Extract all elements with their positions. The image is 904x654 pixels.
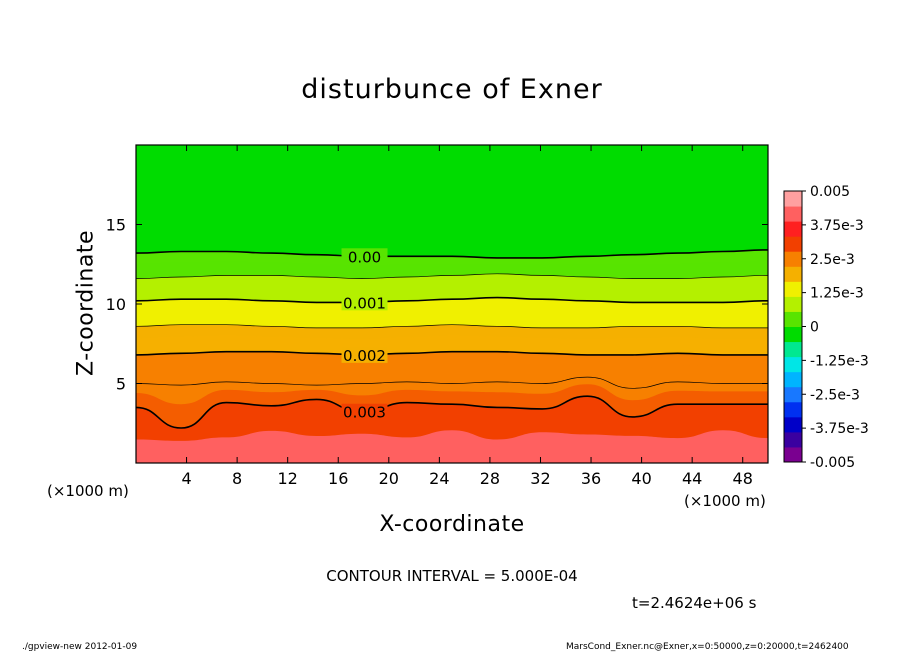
colorbar-tick-label: -2.5e-3 bbox=[810, 387, 860, 403]
colorbar-tick-label: 0.005 bbox=[810, 184, 850, 200]
x-tick-label: 28 bbox=[480, 469, 500, 488]
colorbar-segment bbox=[784, 341, 802, 358]
x-tick-label: 8 bbox=[232, 469, 242, 488]
y-unit-label: (×1000 m) bbox=[47, 482, 129, 500]
colorbar-segment bbox=[784, 206, 802, 222]
colorbar-segment bbox=[784, 236, 802, 252]
colorbar-tick-label: 2.5e-3 bbox=[810, 252, 855, 268]
colorbar-tick-label: 3.75e-3 bbox=[810, 218, 864, 234]
x-unit-label: (×1000 m) bbox=[684, 492, 766, 510]
contour-label: 0.002 bbox=[343, 347, 386, 365]
contour-label-bg bbox=[341, 403, 388, 420]
y-axis-label: Z-coordinate bbox=[73, 230, 99, 376]
colorbar-segment bbox=[784, 311, 802, 327]
contour-line bbox=[136, 395, 768, 429]
contour-lines bbox=[136, 249, 768, 429]
band-fill bbox=[136, 430, 768, 463]
contour-line bbox=[136, 273, 768, 279]
x-tick-label: 36 bbox=[581, 469, 601, 488]
colorbar-segment bbox=[784, 191, 802, 207]
x-tick-label: 20 bbox=[379, 469, 399, 488]
x-tick-label: 12 bbox=[278, 469, 298, 488]
colorbar-tick-label: -0.005 bbox=[810, 455, 855, 471]
colorbar-segment bbox=[784, 371, 802, 388]
chart-title: disturbunce of Exner bbox=[301, 74, 603, 105]
contour-label-bg bbox=[341, 346, 388, 363]
footer-data-source: MarsCond_Exner.nc@Exner,x=0:50000,z=0:20… bbox=[566, 642, 849, 652]
x-axis-ticks: 4 8 12 16 20 24 28 32 36 40 44 48 bbox=[181, 145, 753, 488]
contour-labels: 0.00 0.001 0.002 0.003 bbox=[341, 248, 388, 422]
contour-interval: CONTOUR INTERVAL = 5.000E-04 bbox=[326, 567, 578, 585]
colorbar-segment bbox=[784, 431, 802, 448]
colorbar-segment bbox=[784, 251, 802, 267]
contour-line bbox=[136, 249, 768, 259]
colorbar-segment bbox=[784, 356, 802, 373]
contour-line bbox=[136, 350, 768, 356]
colorbar-segment bbox=[784, 281, 802, 297]
y-axis-ticks: 5 10 15 bbox=[106, 216, 768, 394]
colorbar: 0.005 3.75e-3 2.5e-3 1.25e-3 0 -1.25e-3 -2.5e-… bbox=[783, 184, 869, 471]
colorbar-segment bbox=[784, 296, 802, 312]
x-axis-label: X-coordinate bbox=[379, 512, 525, 537]
colorbar-segment bbox=[784, 266, 802, 282]
x-tick-label: 4 bbox=[181, 469, 191, 488]
x-tick-label: 24 bbox=[429, 469, 449, 488]
filled-contour-bands bbox=[136, 145, 768, 463]
colorbar-segment bbox=[784, 416, 802, 433]
contour-label-bg bbox=[341, 248, 388, 265]
contour-label-bg bbox=[341, 294, 388, 311]
colorbar-segment bbox=[784, 446, 802, 463]
x-tick-label: 16 bbox=[328, 469, 348, 488]
colorbar-tick-label: -3.75e-3 bbox=[810, 421, 869, 437]
y-tick-label: 10 bbox=[106, 295, 126, 314]
time-stamp: t=2.4624e+06 s bbox=[632, 594, 757, 612]
contour-label: 0.003 bbox=[343, 404, 386, 422]
colorbar-segment bbox=[784, 386, 802, 403]
colorbar-tick-label: 1.25e-3 bbox=[810, 286, 864, 302]
contour-label: 0.001 bbox=[343, 294, 386, 312]
colorbar-segment bbox=[784, 401, 802, 418]
colorbar-segment bbox=[784, 221, 802, 237]
colorbar-segment bbox=[784, 326, 802, 343]
contour-label: 0.00 bbox=[348, 248, 381, 266]
colorbar-tick-label: 0 bbox=[810, 320, 819, 336]
contour-line bbox=[136, 296, 768, 304]
footer-program-date: ./gpview-new 2012-01-09 bbox=[22, 642, 138, 652]
colorbar-tick-label: -1.25e-3 bbox=[810, 353, 869, 369]
contour-line bbox=[136, 324, 768, 329]
y-tick-label: 15 bbox=[106, 216, 126, 235]
y-tick-label: 5 bbox=[116, 375, 126, 394]
x-tick-label: 48 bbox=[733, 469, 753, 488]
x-tick-label: 32 bbox=[530, 469, 550, 488]
x-tick-label: 40 bbox=[631, 469, 651, 488]
x-tick-label: 44 bbox=[682, 469, 702, 488]
contour-line bbox=[136, 376, 768, 389]
